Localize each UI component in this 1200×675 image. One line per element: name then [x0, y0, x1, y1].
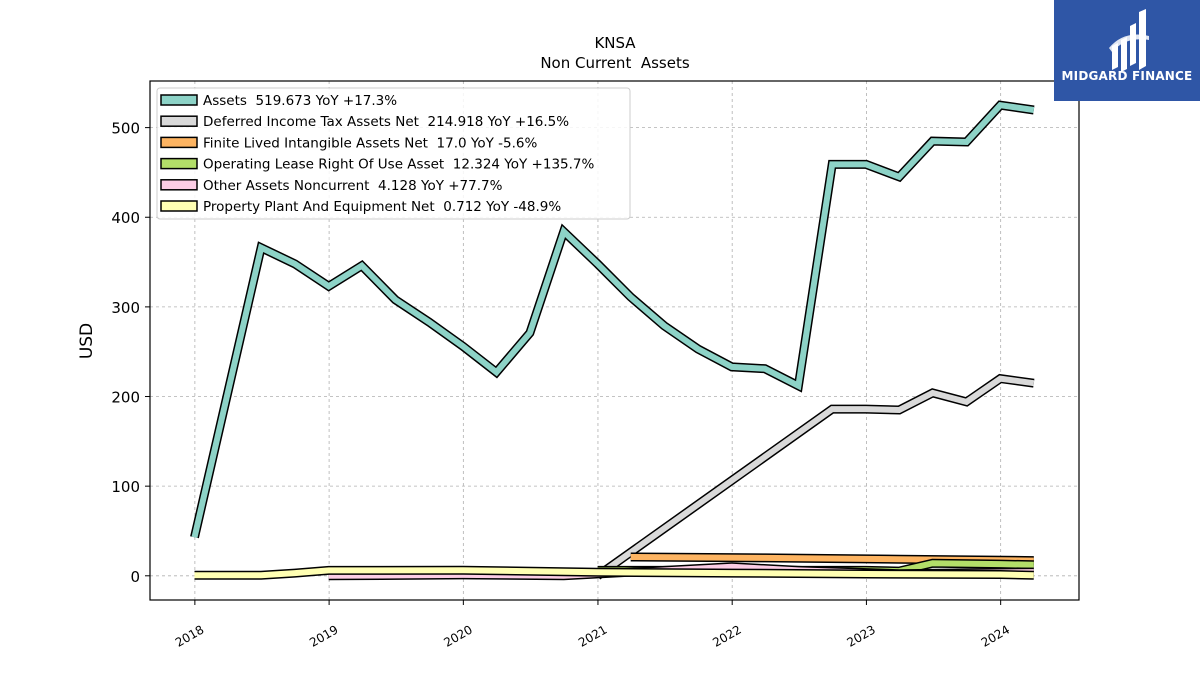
- legend: Assets 519.673 YoY +17.3% Deferred Income…: [156, 87, 631, 220]
- series-0: [190, 100, 1035, 539]
- logo: MIDGARD FINANCE: [1054, 0, 1200, 101]
- x-tick-label: 2024: [979, 622, 1012, 649]
- chart-title: KNSA: [594, 34, 636, 52]
- legend-swatch: [160, 115, 198, 127]
- y-tick-label: 500: [111, 120, 140, 138]
- legend-swatch: [160, 179, 198, 191]
- series-line: [194, 567, 1034, 579]
- logo-mark-icon: [1109, 9, 1149, 72]
- y-tick-label: 100: [111, 478, 140, 496]
- legend-label: Assets 519.673 YoY +17.3%: [203, 93, 397, 109]
- legend-swatch: [160, 200, 198, 212]
- chart-subtitle: Non Current Assets: [540, 54, 690, 72]
- legend-swatch: [160, 136, 198, 149]
- y-tick-label: 200: [111, 389, 140, 407]
- y-tick-label: 0: [130, 568, 140, 586]
- x-tick-label: 2020: [441, 622, 474, 649]
- x-tick-label: 2021: [576, 622, 609, 649]
- y-tick-label: 400: [111, 209, 140, 227]
- y-axis-label: USD: [77, 323, 97, 359]
- series-1: [594, 373, 1035, 580]
- x-tick-label: 2022: [710, 622, 743, 649]
- series-layer: [190, 100, 1035, 581]
- logo-text: MIDGARD FINANCE: [1061, 69, 1193, 83]
- legend-label: Property Plant And Equipment Net 0.712 Y…: [203, 199, 561, 215]
- series-line: [191, 102, 1035, 538]
- series-outline: [594, 373, 1035, 580]
- x-tick-label: 2023: [844, 622, 877, 649]
- x-tick-label: 2019: [307, 622, 340, 649]
- plot-frame: [149, 80, 1080, 601]
- series-line: [595, 375, 1035, 579]
- series-5: [194, 565, 1034, 580]
- y-tick-label: 300: [111, 299, 140, 317]
- legend-box: [156, 87, 631, 220]
- x-tick-label: 2018: [173, 622, 206, 649]
- legend-swatch: [160, 157, 198, 170]
- legend-label: Operating Lease Right Of Use Asset 12.32…: [203, 157, 595, 173]
- legend-label: Deferred Income Tax Assets Net 214.918 Y…: [203, 114, 569, 130]
- legend-swatch: [160, 94, 198, 106]
- legend-label: Finite Lived Intangible Assets Net 17.0 …: [203, 135, 538, 151]
- legend-label: Other Assets Noncurrent 4.128 YoY +77.7%: [203, 178, 503, 194]
